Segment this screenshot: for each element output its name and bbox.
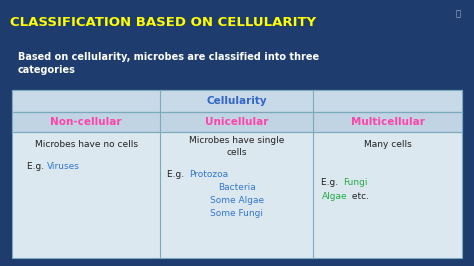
Text: Multicellular: Multicellular: [351, 117, 425, 127]
FancyBboxPatch shape: [12, 90, 462, 112]
Text: Based on cellularity, microbes are classified into three
categories: Based on cellularity, microbes are class…: [18, 52, 319, 75]
FancyBboxPatch shape: [12, 90, 462, 258]
Text: E.g.: E.g.: [27, 162, 47, 171]
FancyBboxPatch shape: [12, 112, 462, 132]
Text: CLASSIFICATION BASED ON CELLULARITY: CLASSIFICATION BASED ON CELLULARITY: [10, 15, 316, 28]
Text: Fungi: Fungi: [344, 178, 368, 187]
Text: Cellularity: Cellularity: [207, 96, 267, 106]
Text: Protozoa: Protozoa: [190, 170, 228, 179]
Text: E.g.: E.g.: [321, 178, 341, 187]
Text: Bacteria: Bacteria: [218, 183, 256, 192]
Text: Non-cellular: Non-cellular: [51, 117, 122, 127]
Text: Algae: Algae: [321, 192, 347, 201]
Text: Many cells: Many cells: [364, 140, 411, 149]
Text: Unicellular: Unicellular: [205, 117, 269, 127]
Text: Microbes have single
cells: Microbes have single cells: [189, 136, 285, 157]
Text: Viruses: Viruses: [47, 162, 80, 171]
Text: Some Algae: Some Algae: [210, 196, 264, 205]
Text: Some Fungi: Some Fungi: [210, 209, 264, 218]
Text: E.g.: E.g.: [167, 170, 188, 179]
Text: etc.: etc.: [349, 192, 370, 201]
Text: Microbes have no cells: Microbes have no cells: [35, 140, 138, 149]
Text: ⧧: ⧧: [456, 10, 461, 19]
